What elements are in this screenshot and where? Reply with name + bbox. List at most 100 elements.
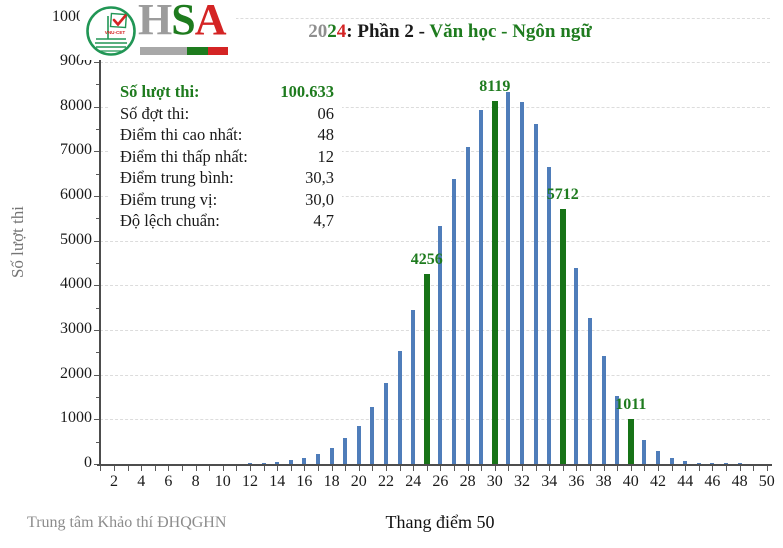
hsa-letter: S xyxy=(171,0,196,44)
bar-value-label: 4256 xyxy=(410,250,443,268)
x-tick xyxy=(372,466,374,471)
x-tick xyxy=(508,466,510,471)
y-tick-label: 1000 xyxy=(60,409,92,427)
y-tick-label: 6000 xyxy=(60,186,92,204)
x-tick xyxy=(726,466,727,471)
y-gridline xyxy=(100,196,770,198)
underline-segment xyxy=(140,47,187,55)
x-tick xyxy=(644,466,646,471)
x-tick xyxy=(304,466,306,471)
underline-segment xyxy=(208,47,228,55)
x-tick xyxy=(290,466,292,471)
y-minor-tick xyxy=(96,218,100,220)
vnu-cet-logo-icon: VNU-CET xyxy=(86,6,136,56)
y-gridline xyxy=(100,17,770,19)
x-tick xyxy=(481,466,483,471)
y-tick-label: 2000 xyxy=(60,364,92,382)
x-tick xyxy=(590,466,591,471)
x-tick xyxy=(182,466,183,471)
x-tick-label: 6 xyxy=(164,473,173,490)
bar xyxy=(696,462,701,464)
bar xyxy=(411,309,416,464)
y-tick xyxy=(94,285,100,287)
svg-text:VNU-CET: VNU-CET xyxy=(105,30,126,35)
stats-value: 30,3 xyxy=(305,168,334,187)
y-gridline xyxy=(100,285,770,287)
bar xyxy=(261,462,266,464)
x-tick xyxy=(386,466,387,471)
y-minor-tick xyxy=(96,173,100,175)
x-tick xyxy=(222,466,224,471)
x-axis-title: Thang điểm 50 xyxy=(385,512,495,532)
stats-value: 12 xyxy=(317,146,335,166)
x-tick xyxy=(263,466,265,471)
x-tick xyxy=(100,466,102,471)
chart-title-part: : Phần 2 - xyxy=(346,21,430,42)
bar-highlighted xyxy=(423,273,430,464)
y-minor-tick xyxy=(96,352,100,354)
x-tick xyxy=(426,466,428,471)
y-tick xyxy=(94,106,100,108)
x-tick xyxy=(345,466,347,471)
y-minor-tick xyxy=(96,397,100,399)
hsa-letter: A xyxy=(194,0,227,44)
y-minor-tick xyxy=(96,84,100,86)
x-tick xyxy=(522,466,523,471)
bar xyxy=(343,438,348,464)
y-tick-label: 3000 xyxy=(60,320,92,338)
hsa-letter: H xyxy=(138,0,172,44)
x-tick xyxy=(277,466,279,471)
x-tick-label: 12 xyxy=(242,473,258,490)
x-tick xyxy=(753,466,755,471)
x-tick xyxy=(413,466,415,471)
x-tick xyxy=(318,466,319,471)
x-tick xyxy=(127,466,129,471)
y-tick-label: 8000 xyxy=(60,96,92,114)
y-tick-label: 0 xyxy=(84,454,92,471)
bar xyxy=(656,451,660,464)
stats-value: 48 xyxy=(317,125,335,144)
x-tick xyxy=(154,466,156,471)
bar xyxy=(329,448,334,464)
x-tick-label: 42 xyxy=(650,473,666,490)
bar-highlighted xyxy=(491,101,498,464)
x-tick xyxy=(141,466,143,471)
bar xyxy=(520,101,524,464)
bar xyxy=(370,407,375,464)
bar xyxy=(302,457,307,464)
x-tick-label: 30 xyxy=(486,473,503,490)
bar-value-label: 5712 xyxy=(546,185,579,203)
stats-row: Điểm thi cao nhất: 48 xyxy=(120,124,334,146)
x-tick xyxy=(467,466,469,471)
stats-value: 4,7 xyxy=(313,211,334,230)
x-tick xyxy=(331,466,333,471)
stats-label: Điểm trung bình: xyxy=(120,168,234,187)
x-tick-label: 44 xyxy=(677,473,694,490)
y-gridline xyxy=(100,106,770,108)
bar xyxy=(724,463,728,464)
x-tick-label: 18 xyxy=(323,473,340,490)
x-tick xyxy=(399,466,401,471)
bar xyxy=(465,146,470,464)
x-tick xyxy=(454,466,455,471)
stats-row: Điểm trung vị: 30,0 xyxy=(120,189,334,211)
x-tick xyxy=(739,466,741,471)
x-tick xyxy=(630,466,632,471)
x-tick xyxy=(685,466,687,471)
x-tick xyxy=(535,466,537,471)
x-tick xyxy=(671,466,673,471)
bar xyxy=(506,92,511,464)
stats-row: Điểm thi thấp nhất: 12 xyxy=(120,146,334,168)
x-tick-label: 36 xyxy=(568,473,585,490)
stats-box: Số lượt thi: 100.633 Số đợt thi: 06 Điểm thi… xyxy=(110,77,342,236)
y-minor-tick xyxy=(96,129,100,131)
stats-value: 06 xyxy=(317,103,335,123)
y-tick xyxy=(94,374,100,376)
bar xyxy=(615,396,620,464)
stats-row: Độ lệch chuẩn: 4,7 xyxy=(120,210,334,232)
bar xyxy=(642,439,647,464)
y-gridline xyxy=(100,240,770,242)
x-tick-label: 2 xyxy=(110,473,118,490)
bar xyxy=(547,167,552,464)
x-tick-label: 32 xyxy=(514,473,530,490)
